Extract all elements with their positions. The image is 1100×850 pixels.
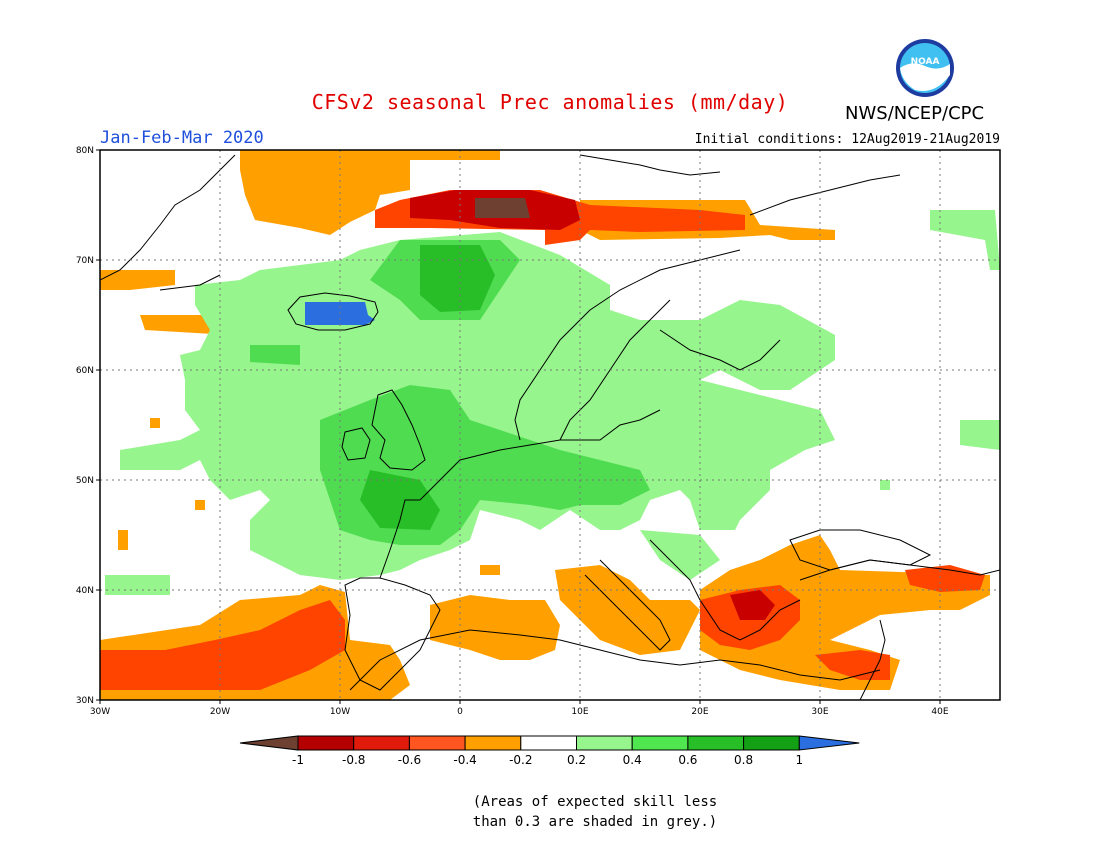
colorbar-swatch	[353, 735, 410, 751]
colorbar-label: 0.2	[567, 753, 586, 767]
colorbar-label: 1	[795, 753, 803, 767]
latitude-labels: 30N 40N 50N 60N 70N 80N	[76, 146, 94, 706]
black-sea-coast	[789, 529, 932, 571]
lat-label: 40N	[76, 586, 94, 596]
lon-label: 30E	[811, 707, 828, 717]
colorbar-swatch	[743, 735, 800, 751]
coastlines	[100, 154, 1000, 700]
axis-ticks	[96, 149, 941, 704]
region-north-atlantic-lightgreen	[120, 232, 835, 580]
colorbar-swatch	[631, 735, 689, 751]
lon-label: 10E	[571, 707, 588, 717]
finland-coast	[659, 329, 781, 371]
levant-coast	[859, 619, 886, 700]
region-france-darkgreen	[360, 470, 440, 530]
region-turkey-red	[905, 565, 985, 592]
region-central-med-dry	[555, 565, 700, 655]
region-atlantic-red	[100, 600, 345, 690]
lon-label: 30W	[90, 707, 110, 717]
skill-note-line-1: (Areas of expected skill less	[472, 794, 718, 810]
noaa-logo-text: NOAA	[911, 57, 940, 67]
region-greenland-orange	[100, 270, 175, 290]
colorbar-swatch	[520, 735, 577, 751]
lon-label: 0	[457, 707, 463, 717]
colorbar-swatch	[408, 735, 466, 751]
north-africa-coast	[349, 629, 881, 691]
region-balkans-lightgreen	[640, 530, 720, 580]
lon-label: 20E	[691, 707, 708, 717]
colorbar-label: -0.2	[509, 753, 532, 767]
colorbar-label: 0.4	[623, 753, 642, 767]
lat-label: 70N	[76, 256, 94, 266]
lon-label: 20W	[210, 707, 230, 717]
colorbar-swatch	[687, 735, 745, 751]
initial-conditions-label: Initial conditions: 12Aug2019-21Aug2019	[694, 132, 1000, 147]
longitude-labels: 30W 20W 10W 0 10E 20E 30E 40E	[90, 707, 949, 717]
svalbard-coast	[579, 154, 721, 176]
lat-label: 60N	[76, 366, 94, 376]
iberia-coast	[344, 577, 441, 691]
region-east-lightgreen-2	[960, 420, 1000, 450]
colorbar-label: 0.6	[678, 753, 697, 767]
region-barents-core	[475, 198, 530, 218]
colorbar-label: -0.4	[453, 753, 476, 767]
region-azores-lightgreen	[105, 575, 170, 595]
colorbar-swatch	[576, 735, 633, 751]
chart-title: CFSv2 seasonal Prec anomalies (mm/day)	[311, 90, 789, 114]
colorbar-swatch	[464, 735, 522, 751]
colorbar-label: -1	[292, 753, 304, 767]
greenland-coast	[100, 154, 236, 291]
colorbar-label: -0.8	[342, 753, 365, 767]
colorbar-label: 0.8	[734, 753, 753, 767]
region-norway-darkgreen	[420, 245, 495, 312]
region-east-lightgreen	[930, 210, 1000, 270]
colorbar-arrow-high	[798, 735, 860, 751]
region-arctic-orange-left	[240, 150, 500, 235]
balkan-coast	[649, 539, 801, 641]
graticule	[100, 150, 1000, 700]
skill-note: (Areas of expected skill less than 0.3 a…	[0, 792, 1100, 832]
novaya-zemlya-coast	[749, 174, 901, 216]
skill-note-line-2: than 0.3 are shaded in grey.)	[472, 814, 718, 830]
lat-label: 30N	[76, 696, 94, 706]
lon-label: 10W	[330, 707, 350, 717]
continent-north-coast	[419, 409, 661, 501]
britain-coast	[371, 389, 426, 471]
region-north-africa-dry	[430, 595, 560, 660]
colorbar-arrow-low	[239, 735, 299, 751]
lat-label: 50N	[76, 476, 94, 486]
ireland-coast	[341, 427, 371, 461]
colorbar-swatch	[297, 735, 355, 751]
iceland-coast	[287, 292, 379, 331]
organization-label: NWS/NCEP/CPC	[845, 103, 985, 124]
colorbar: -1 -0.8 -0.6 -0.4 -0.2 0.2 0.4 0.6 0.8 1	[239, 735, 860, 767]
map-frame	[99, 149, 1001, 701]
noaa-logo: NOAA	[896, 39, 954, 97]
region-faroes-green	[250, 345, 300, 365]
france-west-coast	[379, 499, 420, 579]
lat-label: 80N	[76, 146, 94, 156]
lon-label: 40E	[931, 707, 948, 717]
season-label: Jan-Feb-Mar 2020	[100, 128, 264, 148]
anomaly-field	[100, 150, 1000, 700]
colorbar-label: -0.6	[398, 753, 421, 767]
region-aegean-darkred	[730, 590, 775, 620]
norway-coast	[514, 249, 741, 441]
